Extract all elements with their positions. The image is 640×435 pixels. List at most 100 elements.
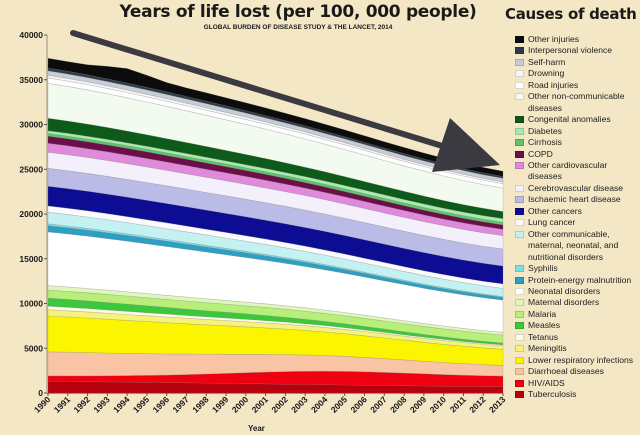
- legend-item: Other cardiovascular diseases: [515, 160, 640, 183]
- legend-swatch: [515, 93, 524, 101]
- y-tick-label: 5000: [24, 343, 43, 353]
- x-tick-label: 2005: [329, 394, 350, 415]
- legend-swatch: [515, 161, 524, 169]
- legend-label: Meningitis: [528, 343, 567, 354]
- legend-label: Measles: [528, 320, 560, 331]
- legend-item: Maternal disorders: [515, 297, 640, 308]
- legend-label: Diarrhoeal diseases: [528, 366, 604, 377]
- legend-swatch: [515, 127, 524, 135]
- x-tick-label: 2004: [309, 394, 330, 415]
- legend-label: Cirrhosis: [528, 137, 562, 148]
- legend-item: Self-harm: [515, 57, 640, 68]
- legend-swatch: [515, 345, 524, 353]
- x-tick-label: 1990: [32, 394, 53, 415]
- x-tick-label: 1994: [111, 394, 132, 415]
- legend-label: Other injuries: [528, 34, 580, 44]
- x-tick-label: 2008: [388, 394, 409, 415]
- trend-arrow-shaft: [70, 30, 465, 155]
- legend-label: Syphilis: [528, 263, 558, 274]
- legend-label: Lung cancer: [528, 217, 576, 228]
- legend-swatch: [515, 196, 524, 204]
- legend-label: Diabetes: [528, 125, 562, 136]
- legend-swatch: [515, 287, 524, 295]
- legend-item: HIV/AIDS: [515, 378, 640, 389]
- legend-swatch: [515, 70, 524, 78]
- legend-item: Diarrhoeal diseases: [515, 366, 640, 377]
- x-tick-label: 2013: [487, 394, 508, 415]
- legend-label: Other communicable, maternal, neonatal, …: [528, 228, 619, 262]
- legend-swatch: [515, 265, 524, 273]
- legend-item: Drowning: [515, 68, 640, 79]
- x-tick-label: 1992: [72, 394, 93, 415]
- x-tick-label: 2001: [250, 394, 271, 415]
- legend-swatch: [515, 230, 524, 238]
- legend-item: Lower respiratory infections: [515, 355, 640, 366]
- legend-item: Protein-energy malnutrition: [515, 275, 640, 286]
- x-tick-label: 2003: [289, 394, 310, 415]
- x-axis: 1990 1991 1992 1993 1994 1995 1996 1997 1998 1999…: [32, 393, 508, 415]
- legend-item: Other communicable, maternal, neonatal, …: [515, 229, 640, 263]
- legend-swatch: [515, 184, 524, 192]
- legend-item: Lung cancer: [515, 217, 640, 228]
- x-tick-label: 2011: [448, 394, 468, 414]
- legend-label: Congenital anomalies: [528, 114, 611, 125]
- area-layers: [47, 57, 504, 394]
- legend-swatch: [515, 356, 524, 364]
- x-tick-label: 2006: [348, 394, 369, 415]
- legend-swatch: [515, 116, 524, 124]
- x-tick-label: 1993: [91, 394, 112, 415]
- legend-label: Protein-energy malnutrition: [528, 274, 632, 285]
- legend-label: Tetanus: [528, 331, 559, 342]
- legend-label: Cerebrovascular disease: [528, 182, 624, 193]
- legend-label: Interpersonal violence: [528, 45, 613, 56]
- chart-title: Years of life lost (per 100, 000 people): [119, 2, 477, 22]
- legend-label: Other cancers: [528, 205, 582, 216]
- legend-item: Other cancers: [515, 206, 640, 217]
- legend-item: Other injuries: [515, 34, 640, 45]
- legend-item: Syphilis: [515, 263, 640, 274]
- legend-item: Diabetes: [515, 126, 640, 137]
- legend-label: Ischaemic heart disease: [528, 194, 621, 205]
- x-tick-label: 1999: [210, 394, 231, 415]
- legend-label: Maternal disorders: [528, 297, 600, 308]
- legend-swatch: [515, 322, 524, 330]
- legend-item: Ischaemic heart disease: [515, 194, 640, 205]
- legend-title: Causes of death: [505, 5, 637, 23]
- legend-swatch: [515, 299, 524, 307]
- legend-label: HIV/AIDS: [528, 377, 565, 388]
- legend-label: Tuberculosis: [528, 389, 577, 400]
- x-tick-label: 2007: [368, 394, 389, 415]
- legend-label: Lower respiratory infections: [528, 354, 634, 365]
- y-tick-label: 40000: [19, 30, 43, 40]
- legend-item: Tuberculosis: [515, 389, 640, 400]
- y-axis: 0 5000 10000 15000 20000 25000 30000 35000 40000: [19, 30, 48, 398]
- legend-item: Cerebrovascular disease: [515, 183, 640, 194]
- legend-swatch: [515, 81, 524, 89]
- x-tick-label: 2010: [428, 394, 449, 415]
- x-tick-label: 2012: [467, 394, 488, 415]
- y-tick-label: 10000: [19, 299, 43, 309]
- x-axis-label: Year: [248, 424, 265, 433]
- x-tick-label: 2000: [230, 394, 251, 415]
- legend-label: Drowning: [528, 68, 565, 79]
- trend-arrow: [70, 30, 500, 172]
- legend-label: Other non-communicable diseases: [528, 91, 625, 113]
- legend-item: Meningitis: [515, 343, 640, 354]
- y-tick-label: 0: [38, 388, 43, 398]
- legend-swatch: [515, 150, 524, 158]
- legend-item: COPD: [515, 149, 640, 160]
- x-tick-label: 1991: [52, 394, 73, 415]
- legend-swatch: [515, 47, 524, 55]
- legend-item: Other non-communicable diseases: [515, 91, 640, 114]
- legend-swatch: [515, 379, 524, 387]
- legend-swatch: [515, 276, 524, 284]
- legend-item: Cirrhosis: [515, 137, 640, 148]
- legend-label: Other cardiovascular diseases: [528, 159, 608, 182]
- legend-swatch: [515, 310, 524, 318]
- legend: Other injuries Interpersonal violence Self…: [515, 34, 640, 401]
- legend-item: Congenital anomalies: [515, 114, 640, 125]
- chart-subtitle: GLOBAL BURDEN OF DISEASE STUDY & THE LAN…: [203, 24, 393, 31]
- legend-item: Interpersonal violence: [515, 45, 640, 56]
- legend-swatch: [515, 58, 524, 66]
